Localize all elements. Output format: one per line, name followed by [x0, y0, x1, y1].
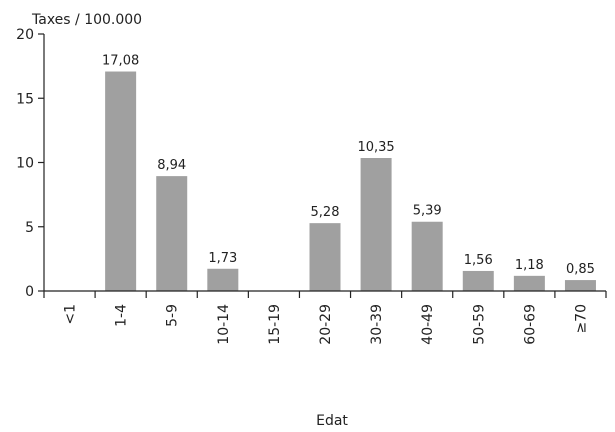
bars: [105, 71, 596, 291]
data-label: 17,08: [102, 54, 139, 69]
y-axis-title: Taxes / 100.000: [31, 12, 142, 28]
y-tick-label: 20: [16, 27, 34, 43]
x-tick-label: 15-19: [267, 304, 283, 345]
x-axis-title: Edat: [316, 413, 348, 429]
y-tick-label: 5: [25, 220, 34, 236]
data-labels: 17,08 8,94 1,73 5,28 10,35 5,39 1,56 1,18 0,85: [102, 54, 595, 278]
bar: [156, 176, 188, 291]
x-tick-label: <1: [63, 304, 79, 325]
bar: [207, 268, 239, 291]
x-tick-label: 20-29: [318, 304, 334, 345]
data-label: 1,73: [208, 251, 237, 266]
x-axis: <1 1-4 5-9 10-14 15-19 20-29 30-39 40-49 50-59 60…: [43, 291, 607, 345]
data-label: 8,94: [157, 158, 186, 173]
bar: [462, 270, 494, 291]
data-label: 1,18: [515, 258, 544, 273]
data-label: 5,28: [311, 205, 340, 220]
data-label: 5,39: [413, 204, 442, 219]
bar: [105, 71, 137, 291]
x-tick-label: 60-69: [522, 304, 538, 345]
x-tick-label: 1-4: [114, 304, 130, 327]
x-tick-label: ≥70: [573, 304, 589, 334]
bar: [309, 223, 341, 291]
y-tick-label: 10: [16, 156, 34, 172]
x-tick-label: 40-49: [420, 304, 436, 345]
y-tick-label: 0: [25, 284, 34, 300]
bar: [513, 275, 545, 291]
bar: [564, 280, 596, 291]
data-label: 10,35: [357, 140, 394, 155]
data-label: 1,56: [464, 253, 493, 268]
data-label: 0,85: [566, 262, 595, 277]
bar: [360, 158, 392, 291]
x-tick-label: 50-59: [471, 304, 487, 345]
y-axis: 0 5 10 15 20: [16, 27, 44, 300]
bar: [411, 221, 443, 291]
x-tick-label: 5-9: [165, 304, 181, 327]
y-tick-label: 15: [16, 91, 34, 107]
x-tick-label: 30-39: [369, 304, 385, 345]
x-tick-label: 10-14: [216, 304, 232, 345]
